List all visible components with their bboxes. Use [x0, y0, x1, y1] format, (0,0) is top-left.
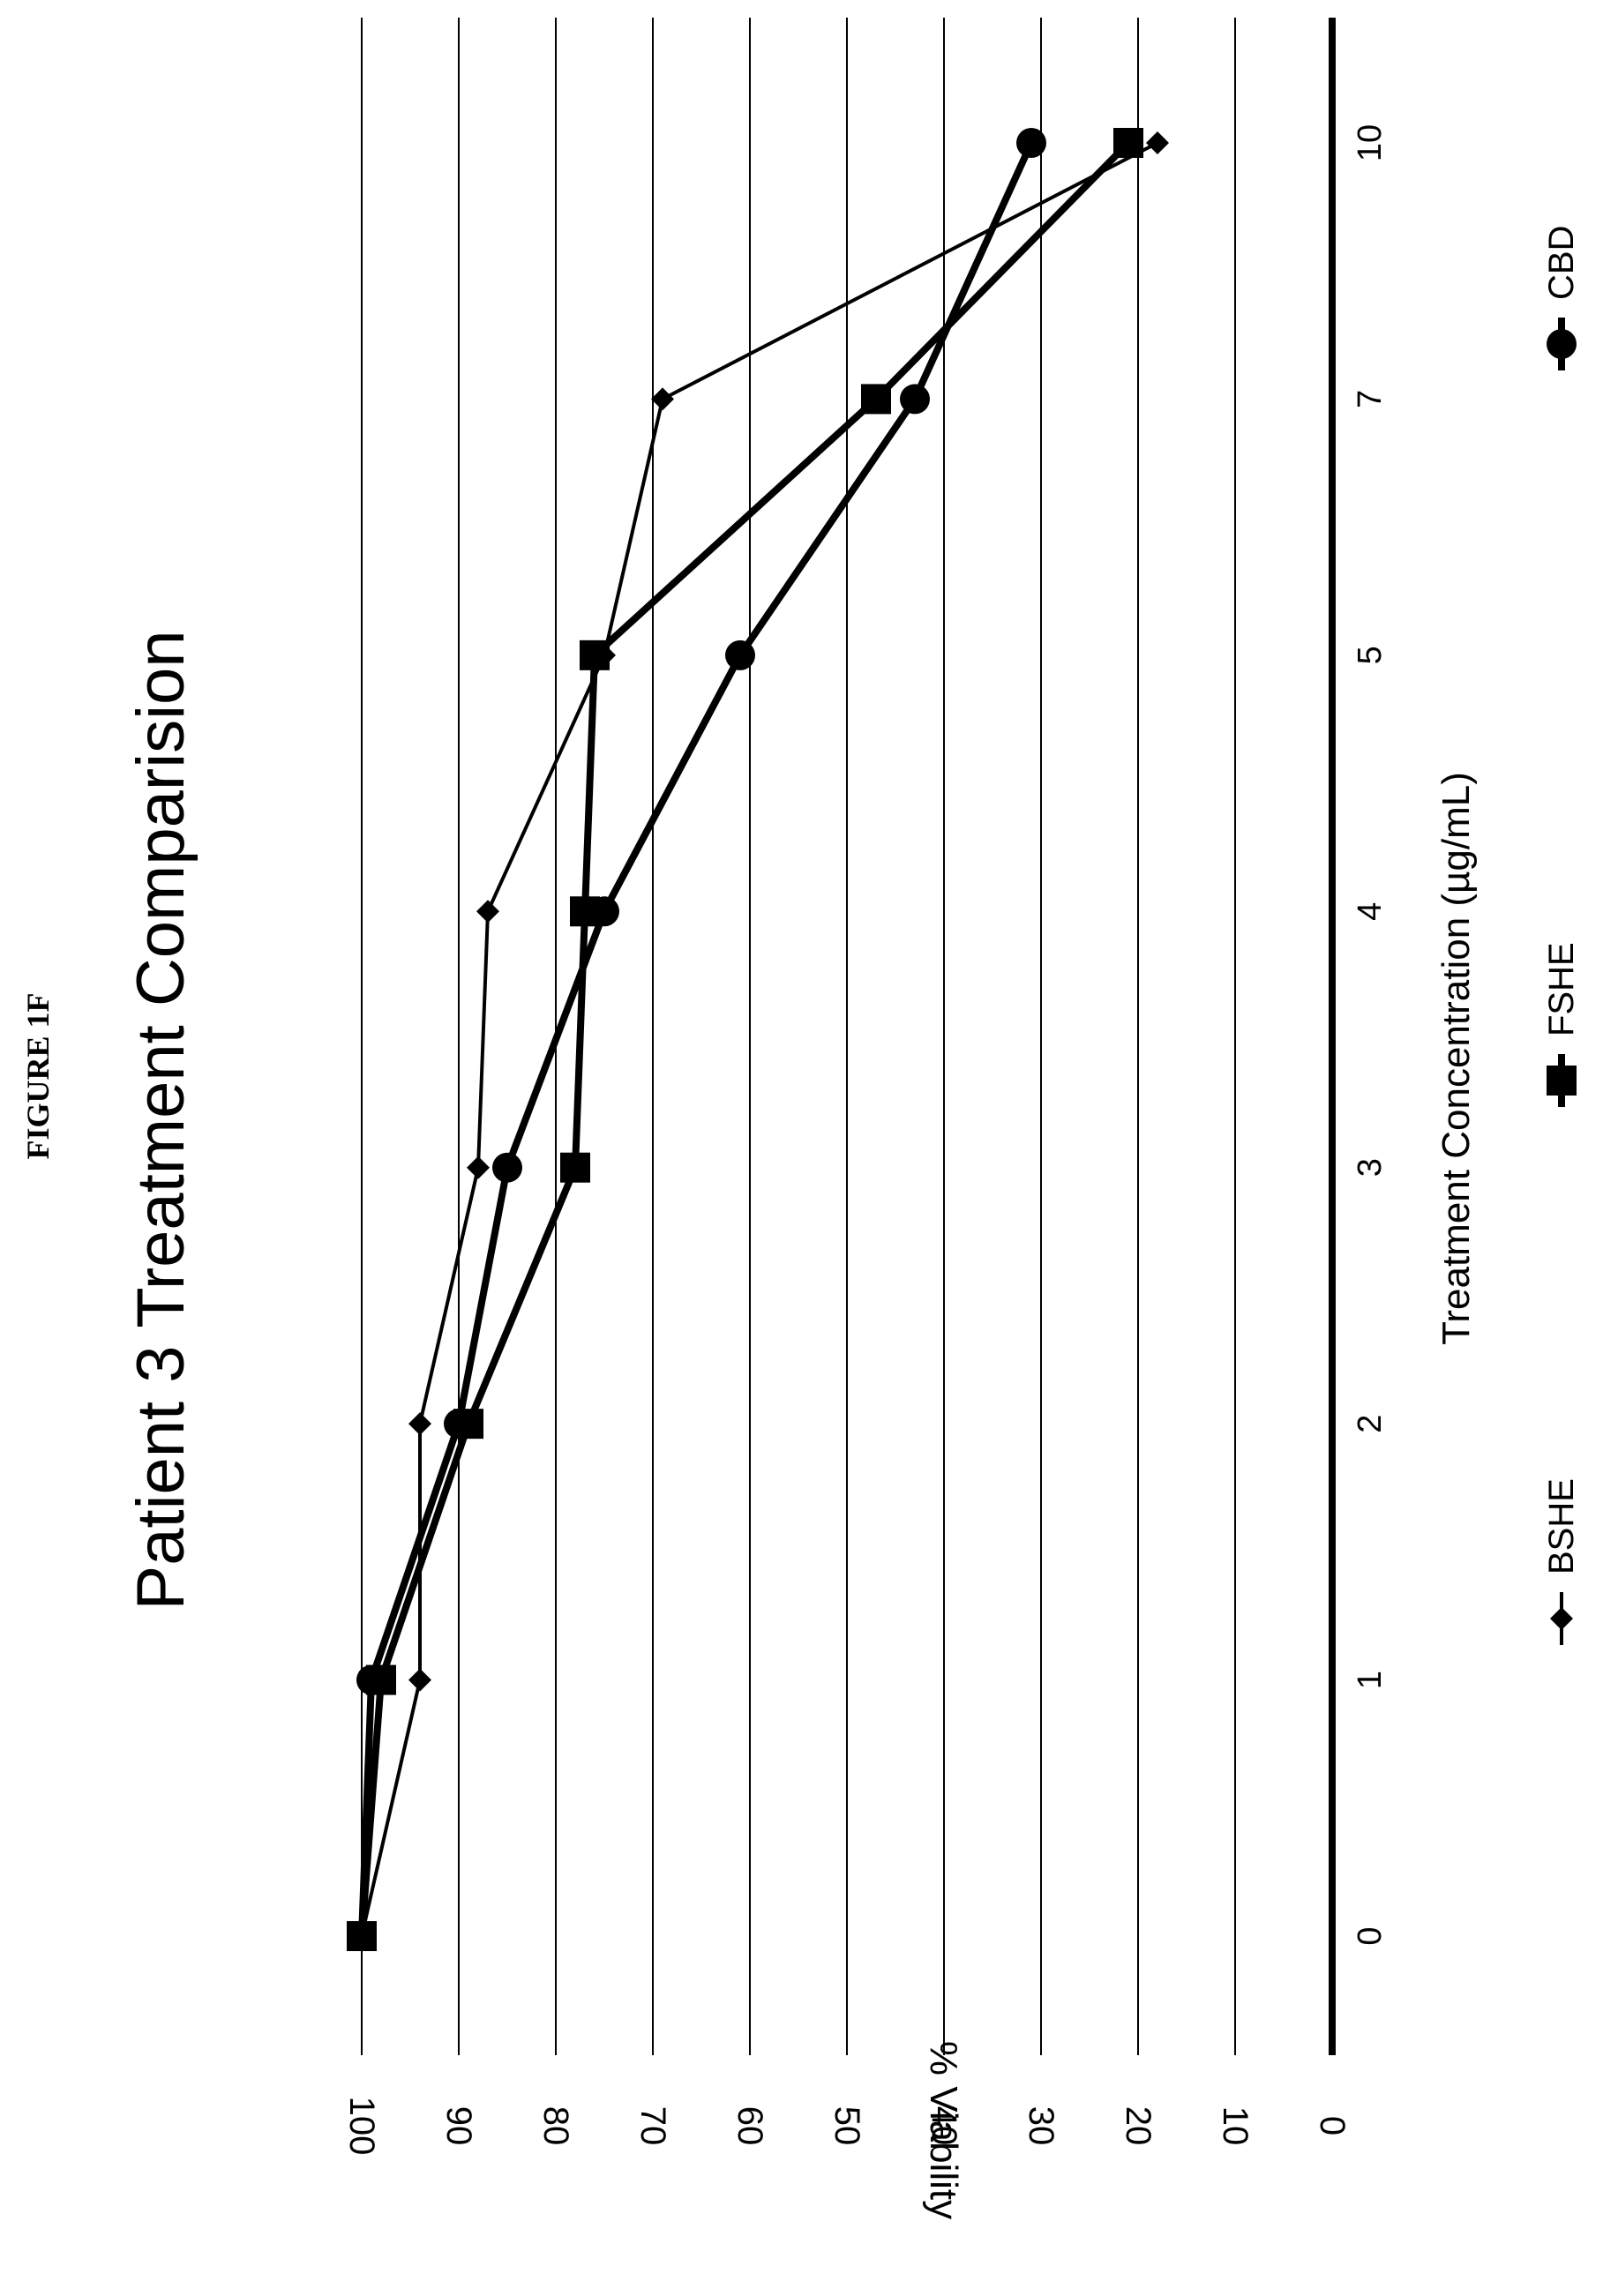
legend-label: FSHE	[1542, 942, 1581, 1036]
y-tick-label: 20	[1119, 2106, 1157, 2146]
data-point-cbd	[347, 1921, 377, 1951]
data-point-cbd	[1016, 128, 1046, 158]
x-tick-label: 5	[1352, 646, 1389, 664]
x-axis-label: Treatment Concentration (µg/mL)	[1434, 772, 1478, 1345]
y-tick-label: 70	[633, 2106, 672, 2146]
y-tick-label: 80	[536, 2106, 575, 2146]
y-tick-label: 0	[1313, 2116, 1352, 2135]
series-bshe	[350, 131, 1169, 1948]
series-fshe	[347, 128, 1143, 1951]
x-tick-label: 2	[1352, 1415, 1389, 1433]
x-tick-label: 10	[1352, 124, 1389, 161]
x-tick-label: 1	[1352, 1671, 1389, 1689]
data-point-fshe	[1113, 128, 1143, 158]
legend-item-bshe: BSHE	[1542, 1478, 1581, 1645]
y-tick-label: 100	[342, 2097, 381, 2156]
data-point-cbd	[492, 1152, 522, 1183]
data-point-fshe	[580, 639, 610, 670]
chart-title: Patient 3 Treatment Comparision	[124, 631, 199, 1611]
series-line-cbd	[358, 141, 1035, 1937]
x-tick-label: 4	[1352, 902, 1389, 921]
legend-label: CBD	[1542, 226, 1581, 300]
gridlines	[361, 18, 1236, 2055]
data-point-cbd	[589, 896, 619, 927]
legend: BSHE FSHE CBD	[1542, 226, 1581, 1645]
data-point-bshe	[467, 1155, 490, 1179]
series-line-bshe	[360, 141, 1158, 1937]
x-axis-ticks: 0 1 2 3 4 5 7 10	[1352, 124, 1389, 1946]
data-point-bshe	[408, 1412, 431, 1436]
y-tick-label: 40	[925, 2106, 963, 2146]
legend-marker-cbd	[1547, 329, 1577, 359]
y-tick-label: 90	[439, 2106, 478, 2146]
series-group	[347, 128, 1169, 1951]
data-point-cbd	[356, 1664, 386, 1695]
figure-label: FIGURE 1F	[20, 993, 56, 1160]
data-point-fshe	[560, 1152, 590, 1183]
data-point-cbd	[725, 639, 755, 670]
y-axis-label: % Viability	[922, 2041, 965, 2219]
data-point-cbd	[444, 1409, 474, 1440]
y-axis-ticks: 0 10 20 30 40 50 60 70 80 90 100	[342, 2097, 1352, 2156]
x-tick-label: 0	[1352, 1926, 1389, 1945]
legend-label: BSHE	[1542, 1478, 1581, 1574]
y-tick-label: 10	[1216, 2106, 1255, 2146]
legend-marker-fshe	[1547, 1066, 1577, 1096]
data-point-bshe	[476, 900, 499, 924]
series-line-fshe	[358, 140, 1131, 1937]
data-point-cbd	[900, 384, 930, 415]
data-point-bshe	[651, 387, 674, 411]
legend-marker-bshe	[1550, 1607, 1573, 1630]
y-tick-label: 30	[1022, 2106, 1060, 2146]
data-point-bshe	[1146, 131, 1169, 154]
y-tick-label: 60	[730, 2106, 769, 2146]
data-point-fshe	[861, 384, 891, 415]
legend-item-fshe: FSHE	[1542, 942, 1581, 1107]
legend-item-cbd: CBD	[1542, 226, 1581, 370]
data-point-bshe	[408, 1668, 431, 1692]
x-tick-label: 7	[1352, 390, 1389, 408]
y-tick-label: 50	[828, 2106, 866, 2146]
series-cbd	[347, 128, 1046, 1951]
x-tick-label: 3	[1352, 1158, 1389, 1177]
